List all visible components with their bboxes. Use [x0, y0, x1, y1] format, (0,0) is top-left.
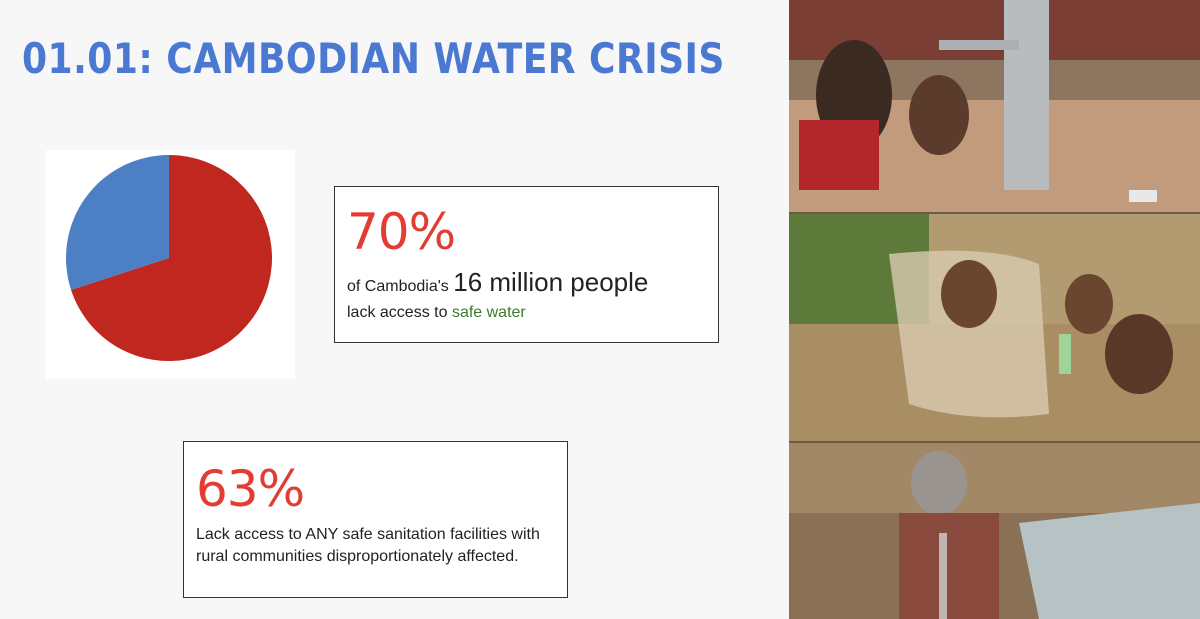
pie-chart-card: [46, 150, 295, 379]
stat-prefix: of Cambodia's: [347, 278, 449, 295]
stat-percent-sanitation: 63%: [196, 460, 305, 518]
stat-line2-prefix: lack access to: [347, 304, 448, 321]
stat-highlight-safe-water: safe water: [451, 304, 526, 321]
stat-emphasis: 16 million people: [453, 267, 649, 297]
photo-children-water-pump: [789, 0, 1200, 212]
photo-woman-washing-face: [789, 443, 1200, 619]
stat-line-access: lack access to safe water: [347, 304, 526, 322]
pie-chart: [65, 155, 272, 361]
photo-column: [789, 0, 1200, 619]
photo-children-river-net: [789, 214, 1200, 441]
slide-title: 01.01: CAMBODIAN WATER CRISIS: [22, 34, 725, 83]
stat-box-water: 70% of Cambodia's 16 million people lack…: [334, 186, 719, 343]
pie-slice-2: [65, 155, 169, 290]
stat-description-sanitation: Lack access to ANY safe sanitation facil…: [196, 526, 540, 565]
stat-percent-water: 70%: [347, 203, 456, 261]
stat-line-population: of Cambodia's 16 million people: [347, 267, 648, 298]
stat-box-sanitation: 63% Lack access to ANY safe sanitation f…: [183, 441, 568, 598]
pie-slice-1: [71, 155, 272, 361]
